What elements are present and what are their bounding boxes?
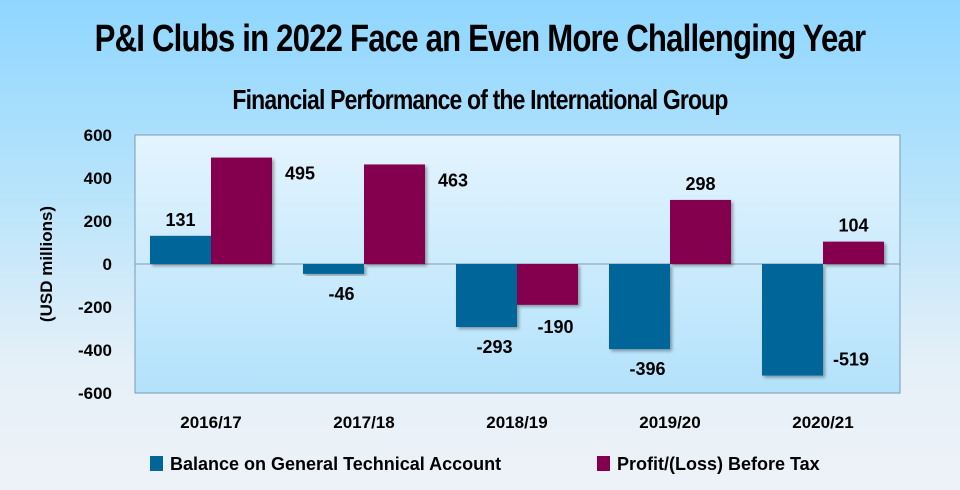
data-label: 298	[685, 174, 715, 194]
y-tick-label: 600	[84, 126, 112, 145]
bar-profit	[364, 164, 425, 264]
y-tick-label: -400	[78, 341, 112, 360]
bar-balance	[150, 235, 211, 264]
bar-balance	[456, 264, 517, 327]
x-tick-label: 2020/21	[792, 413, 853, 432]
y-tick-label: 0	[103, 255, 112, 274]
x-tick-label: 2016/17	[180, 413, 241, 432]
bar-balance	[762, 264, 823, 376]
data-label: 463	[438, 170, 468, 190]
y-tick-label: -600	[78, 384, 112, 403]
bar-balance	[303, 264, 364, 274]
legend-swatch	[597, 456, 610, 471]
bar-balance	[609, 264, 670, 350]
bar-profit	[670, 199, 731, 264]
x-tick-label: 2019/20	[639, 413, 700, 432]
data-label: -46	[328, 284, 354, 304]
data-label: -190	[537, 317, 573, 337]
bar-profit	[517, 264, 578, 305]
x-tick-label: 2018/19	[486, 413, 547, 432]
y-tick-label: -200	[78, 298, 112, 317]
legend-label: Balance on General Technical Account	[170, 454, 501, 474]
y-axis-label: (USD millions)	[37, 206, 56, 322]
data-label: 495	[285, 164, 315, 184]
data-label: 131	[165, 210, 195, 230]
y-tick-label: 200	[84, 212, 112, 231]
legend-swatch	[150, 456, 163, 471]
data-label: -293	[476, 337, 512, 357]
bar-profit	[823, 241, 884, 264]
x-tick-label: 2017/18	[333, 413, 394, 432]
data-label: -519	[833, 350, 869, 370]
bar-profit	[211, 157, 272, 264]
y-tick-label: 400	[84, 169, 112, 188]
chart-subtitle: Financial Performance of the Internation…	[232, 84, 728, 115]
legend-label: Profit/(Loss) Before Tax	[617, 454, 820, 474]
chart-title: P&I Clubs in 2022 Face an Even More Chal…	[94, 18, 867, 60]
data-label: 104	[838, 216, 868, 236]
data-label: -396	[629, 359, 665, 379]
